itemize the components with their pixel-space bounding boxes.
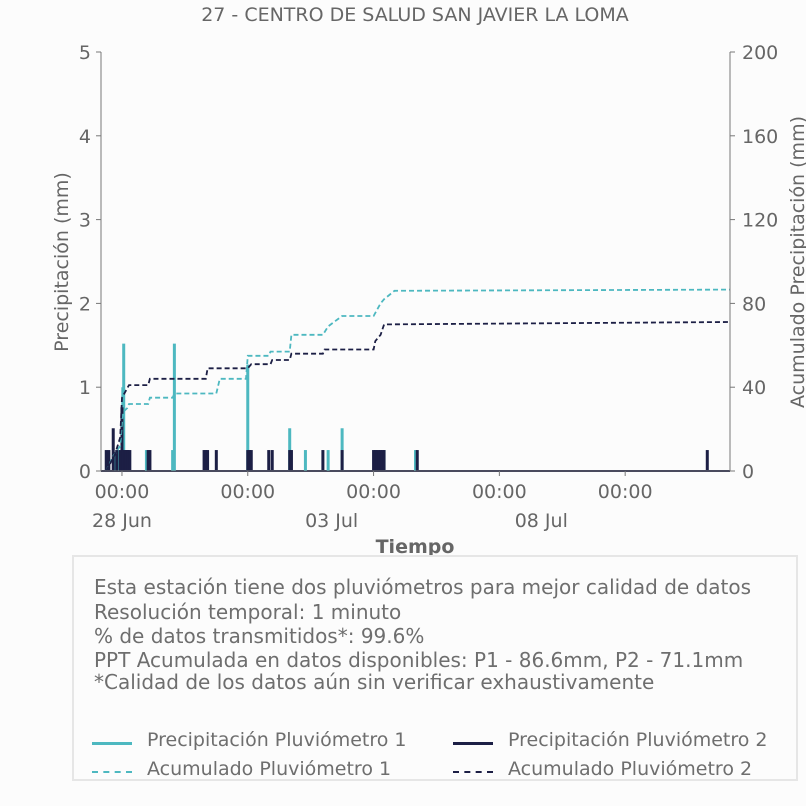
legend-swatch-p1-precip <box>92 742 132 745</box>
acum-line-p1 <box>105 288 731 472</box>
info-line-transmitted: % de datos transmitidos*: 99.6% <box>94 624 425 648</box>
y-right-tick-label-2: 80 <box>742 293 766 315</box>
y-right-tick-label-3: 120 <box>742 210 778 232</box>
legend-swatch-p2-acum <box>453 771 493 773</box>
x-tick-label-3: 00:00 <box>472 481 527 503</box>
x-date-label-0: 28 Jun <box>92 510 152 532</box>
y-right-tick-label-4: 160 <box>742 126 778 148</box>
legend-label-p1-precip: Precipitación Pluviómetro 1 <box>147 729 407 751</box>
info-line-quality-note: *Calidad de los datos aún sin verificar … <box>94 670 655 694</box>
x-axis-label: Tiempo <box>376 536 455 555</box>
x-tick-label-2: 00:00 <box>346 481 401 503</box>
info-box: Esta estación tiene dos pluviómetros par… <box>72 555 798 781</box>
y-left-tick-label-2: 2 <box>79 293 91 315</box>
y-axis-right-label: Acumulado Precipitación (mm) <box>787 116 806 408</box>
legend-label-p1-acum: Acumulado Pluviómetro 1 <box>147 758 392 780</box>
legend-label-p2-acum: Acumulado Pluviómetro 2 <box>508 758 753 780</box>
x-date-label-1: 03 Jul <box>305 510 358 532</box>
y-left-tick-label-3: 3 <box>79 210 91 232</box>
legend-swatch-p1-acum <box>92 771 132 773</box>
info-line-accumulated: PPT Acumulada en datos disponibles: P1 -… <box>94 648 744 672</box>
info-line-resolution: Resolución temporal: 1 minuto <box>94 600 402 624</box>
x-tick-label-0: 00:00 <box>95 481 150 503</box>
legend-swatch-p2-precip <box>453 742 493 745</box>
x-date-label-2: 08 Jul <box>515 510 568 532</box>
x-tick-label-1: 00:00 <box>220 481 275 503</box>
y-right-tick-label-5: 200 <box>742 42 778 64</box>
y-left-tick-label-5: 5 <box>79 42 91 64</box>
y-left-tick-label-4: 4 <box>79 126 91 148</box>
acum-line-p2 <box>105 321 731 472</box>
legend-label-p2-precip: Precipitación Pluviómetro 2 <box>508 729 768 751</box>
y-right-tick-label-0: 0 <box>742 461 754 483</box>
chart-title: 27 - CENTRO DE SALUD SAN JAVIER LA LOMA <box>201 4 629 26</box>
y-left-tick-label-1: 1 <box>79 377 91 399</box>
rainfall-chart: 27 - CENTRO DE SALUD SAN JAVIER LA LOMA … <box>51 4 806 555</box>
y-left-tick-label-0: 0 <box>79 461 91 483</box>
info-line-dual-gauge: Esta estación tiene dos pluviómetros par… <box>94 575 752 599</box>
y-right-tick-label-1: 40 <box>742 377 766 399</box>
y-axis-left-label: Precipitación (mm) <box>51 172 73 352</box>
x-tick-label-4: 00:00 <box>598 481 653 503</box>
